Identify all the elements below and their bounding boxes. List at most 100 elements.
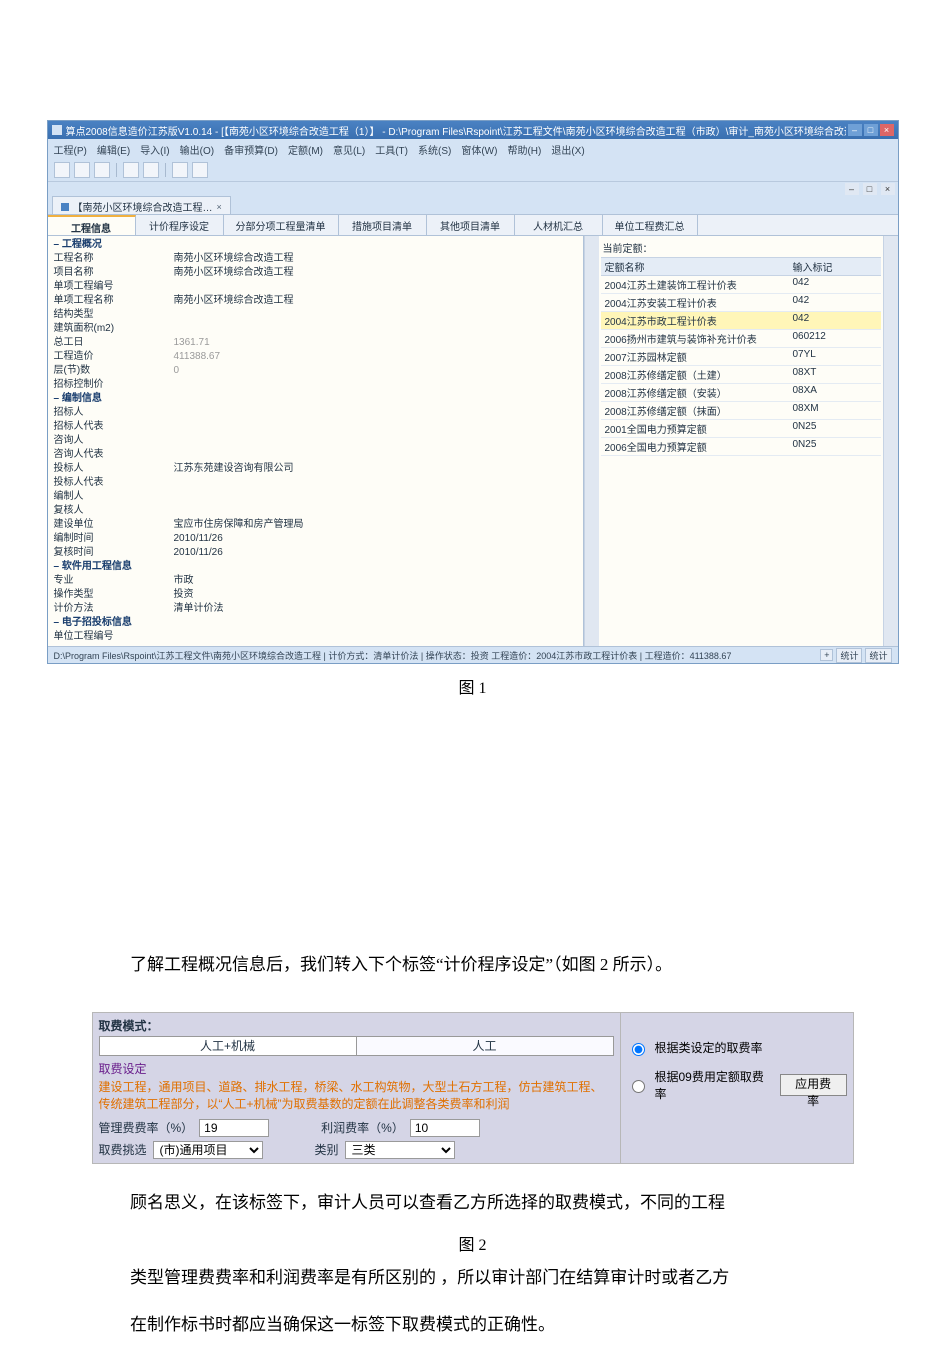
quota-row[interactable]: 2004江苏土建装饰工程计价表042 (601, 276, 881, 294)
tab-labor-only[interactable]: 人工 (357, 1036, 614, 1056)
class-select[interactable]: 三类 (345, 1141, 455, 1159)
tab-other-items[interactable]: 其他项目清单 (427, 215, 515, 235)
pref-icon[interactable] (172, 162, 188, 178)
property-key: 投标人 (50, 462, 174, 476)
menu-item[interactable]: 工具(T) (375, 142, 408, 157)
property-row: 操作类型投资 (50, 588, 581, 602)
radio-09-rate-label: 根据09费用定额取费率 (655, 1068, 768, 1102)
property-row: 咨询人 (50, 434, 581, 448)
property-value (174, 406, 581, 420)
menu-item[interactable]: 定额(M) (288, 142, 323, 157)
property-row: 单位工程编号 (50, 630, 581, 644)
property-value (174, 238, 581, 252)
tab-labor-material[interactable]: 人材机汇总 (515, 215, 603, 235)
quota-row[interactable]: 2008江苏修缮定额（抹面）08XM (601, 402, 881, 420)
tab-project-info[interactable]: 工程信息 (48, 215, 136, 235)
class-label: 类别 (315, 1141, 339, 1158)
quota-table-header: 定额名称 输入标记 (601, 257, 881, 276)
property-value (174, 448, 581, 462)
tab-bill-subitems[interactable]: 分部分项工程量清单 (224, 215, 339, 235)
property-row: 单项工程名称南苑小区环境综合改造工程 (50, 294, 581, 308)
menu-item[interactable]: 帮助(H) (507, 142, 541, 157)
menu-item[interactable]: 退出(X) (551, 142, 584, 157)
apply-rate-button[interactable]: 应用费率 (780, 1074, 847, 1096)
property-key: – 工程概况 (50, 238, 174, 252)
scope-select[interactable]: (市)通用项目 (153, 1141, 263, 1159)
radio-class-rate[interactable] (632, 1043, 645, 1056)
close-button[interactable]: × (880, 124, 894, 136)
menu-item[interactable]: 系统(S) (418, 142, 451, 157)
menu-item[interactable]: 窗体(W) (461, 142, 497, 157)
quota-row[interactable]: 2006扬州市建筑与装饰补充计价表060212 (601, 330, 881, 348)
property-value (174, 420, 581, 434)
nav-tabs: 工程信息 计价程序设定 分部分项工程量清单 措施项目清单 其他项目清单 人材机汇… (48, 215, 898, 236)
scrollbar[interactable] (883, 236, 898, 646)
mgmt-rate-input[interactable] (199, 1119, 269, 1137)
quota-row[interactable]: 2001全国电力预算定额0N25 (601, 420, 881, 438)
quota-row[interactable]: 2006全国电力预算定额0N25 (601, 438, 881, 456)
paragraph-intro: 了解工程概况信息后，我们转入下个标签“计价程序设定”（如图 2 所示）。 (130, 948, 815, 982)
property-row: 投标人代表 (50, 476, 581, 490)
quota-name: 2008江苏修缮定额（抹面） (601, 402, 789, 419)
tab-close-icon[interactable]: × (217, 202, 222, 212)
quota-name: 2004江苏土建装饰工程计价表 (601, 276, 789, 293)
status-chip[interactable]: 统计 (865, 648, 891, 663)
col-mark: 输入标记 (789, 258, 857, 275)
menu-item[interactable]: 备审预算(D) (224, 142, 278, 157)
property-row: 计价方法清单计价法 (50, 602, 581, 616)
tab-labor-machine[interactable]: 人工+机械 (99, 1036, 357, 1056)
tab-measures[interactable]: 措施项目清单 (339, 215, 427, 235)
property-row: – 工程概况 (50, 238, 581, 252)
menu-item[interactable]: 导入(I) (140, 142, 169, 157)
mode-label: 取费模式： (99, 1017, 614, 1034)
document-tab[interactable]: 【南苑小区环境综合改造工程… × (52, 196, 231, 214)
mdi-maximize-button[interactable]: □ (863, 183, 877, 195)
status-chip[interactable]: + (820, 649, 833, 661)
doc-icon[interactable] (123, 162, 139, 178)
menu-item[interactable]: 编辑(E) (97, 142, 130, 157)
status-chip[interactable]: 统计 (836, 648, 862, 663)
settings-icon[interactable] (143, 162, 159, 178)
quota-code: 0N25 (789, 438, 857, 455)
property-row: – 编制信息 (50, 392, 581, 406)
quota-row[interactable]: 2004江苏安装工程计价表042 (601, 294, 881, 312)
minimize-button[interactable]: – (848, 124, 862, 136)
quota-row[interactable]: 2008江苏修缮定额（土建）08XT (601, 366, 881, 384)
quota-code: 08XT (789, 366, 857, 383)
property-value: 2010/11/26 (174, 546, 581, 560)
property-key: 编制人 (50, 490, 174, 504)
property-key: 招标控制价 (50, 378, 174, 392)
quota-row[interactable]: 2004江苏市政工程计价表042 (601, 312, 881, 330)
tab-pricing-settings[interactable]: 计价程序设定 (136, 215, 224, 235)
help-icon[interactable] (192, 162, 208, 178)
radio-09-rate[interactable] (632, 1080, 645, 1093)
tab-unit-cost-summary[interactable]: 单位工程费汇总 (603, 215, 698, 235)
mdi-close-button[interactable]: × (881, 183, 895, 195)
menu-item[interactable]: 意见(L) (333, 142, 365, 157)
quota-code: 042 (789, 294, 857, 311)
new-icon[interactable] (54, 162, 70, 178)
menubar: 工程(P) 编辑(E) 导入(I) 输出(O) 备审预算(D) 定额(M) 意见… (48, 139, 898, 159)
quota-code: 042 (789, 276, 857, 293)
save-icon[interactable] (94, 162, 110, 178)
property-row: – 电子招投标信息 (50, 616, 581, 630)
property-row: 招标人代表 (50, 420, 581, 434)
property-value (174, 476, 581, 490)
scrollbar[interactable] (584, 236, 599, 646)
menu-item[interactable]: 工程(P) (54, 142, 87, 157)
property-key: 编制时间 (50, 532, 174, 546)
menu-item[interactable]: 输出(O) (180, 142, 214, 157)
toolbar (48, 159, 898, 182)
quota-row[interactable]: 2008江苏修缮定额（安装）08XA (601, 384, 881, 402)
quota-row[interactable]: 2007江苏园林定额07YL (601, 348, 881, 366)
quota-name: 2004江苏安装工程计价表 (601, 294, 789, 311)
maximize-button[interactable]: □ (864, 124, 878, 136)
property-value (174, 378, 581, 392)
property-key: 建设单位 (50, 518, 174, 532)
profit-rate-input[interactable] (410, 1119, 480, 1137)
paragraph: 在制作标书时都应当确保这一标签下取费模式的正确性。 (130, 1306, 815, 1343)
property-key: 操作类型 (50, 588, 174, 602)
mdi-minimize-button[interactable]: – (845, 183, 859, 195)
open-icon[interactable] (74, 162, 90, 178)
property-key: 项目名称 (50, 266, 174, 280)
